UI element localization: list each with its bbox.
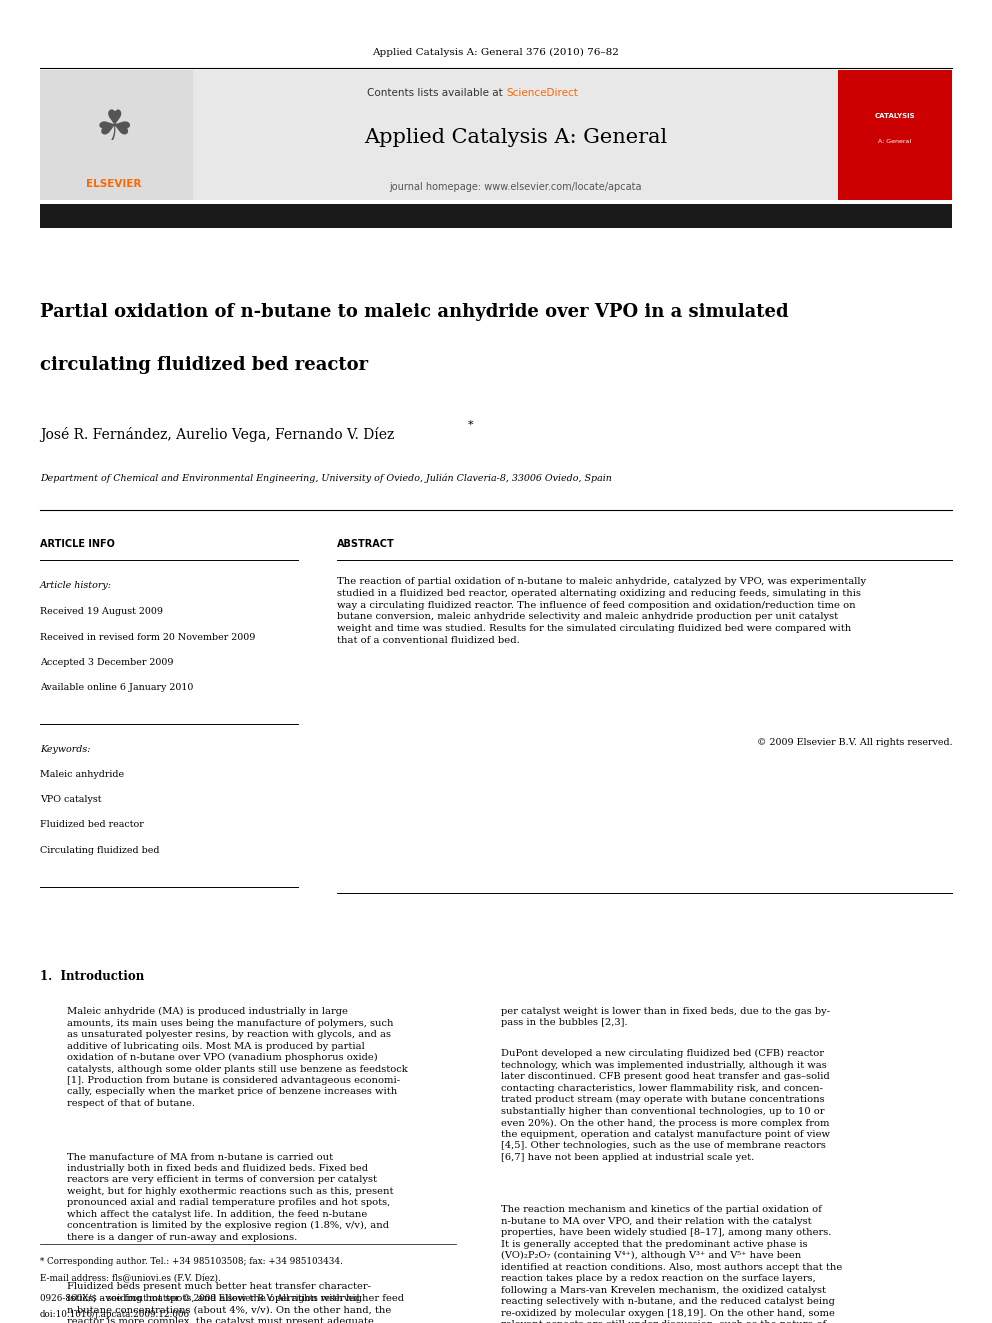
Text: doi:10.1016/j.apcata.2009.12.006: doi:10.1016/j.apcata.2009.12.006 <box>40 1310 189 1319</box>
Bar <box>838 70 952 200</box>
Text: ARTICLE INFO: ARTICLE INFO <box>40 538 114 549</box>
Text: VPO catalyst: VPO catalyst <box>40 795 101 804</box>
Text: Received in revised form 20 November 2009: Received in revised form 20 November 200… <box>40 632 255 642</box>
Text: ELSEVIER: ELSEVIER <box>86 180 142 189</box>
Text: A: General: A: General <box>878 139 912 144</box>
Text: Accepted 3 December 2009: Accepted 3 December 2009 <box>40 658 174 667</box>
Text: © 2009 Elsevier B.V. All rights reserved.: © 2009 Elsevier B.V. All rights reserved… <box>757 738 952 747</box>
Text: José R. Fernández, Aurelio Vega, Fernando V. Díez: José R. Fernández, Aurelio Vega, Fernand… <box>40 427 394 442</box>
Text: CATALYSIS: CATALYSIS <box>875 112 915 119</box>
Text: * Corresponding author. Tel.: +34 985103508; fax: +34 985103434.: * Corresponding author. Tel.: +34 985103… <box>40 1257 342 1266</box>
Text: Circulating fluidized bed: Circulating fluidized bed <box>40 845 159 855</box>
Text: The reaction of partial oxidation of n-butane to maleic anhydride, catalyzed by : The reaction of partial oxidation of n-b… <box>337 577 866 646</box>
Text: circulating fluidized bed reactor: circulating fluidized bed reactor <box>40 356 368 374</box>
Text: per catalyst weight is lower than in fixed beds, due to the gas by-
pass in the : per catalyst weight is lower than in fix… <box>501 1007 830 1028</box>
Text: ABSTRACT: ABSTRACT <box>337 538 395 549</box>
Bar <box>40 70 193 200</box>
Text: E-mail address: fls@uniovi.es (F.V. Díez).: E-mail address: fls@uniovi.es (F.V. Díez… <box>40 1274 220 1283</box>
Text: Received 19 August 2009: Received 19 August 2009 <box>40 607 163 617</box>
Text: *: * <box>468 419 474 430</box>
Text: ☘: ☘ <box>95 107 133 149</box>
Text: Fluidized bed reactor: Fluidized bed reactor <box>40 820 144 830</box>
Bar <box>40 70 952 200</box>
Text: Article history:: Article history: <box>40 581 112 590</box>
Text: journal homepage: www.elsevier.com/locate/apcata: journal homepage: www.elsevier.com/locat… <box>390 183 642 192</box>
Text: Maleic anhydride: Maleic anhydride <box>40 770 124 779</box>
Text: Available online 6 January 2010: Available online 6 January 2010 <box>40 683 193 692</box>
Text: Fluidized beds present much better heat transfer character-
istics, avoiding hot: Fluidized beds present much better heat … <box>67 1282 405 1323</box>
Text: Department of Chemical and Environmental Engineering, University of Oviedo, Juli: Department of Chemical and Environmental… <box>40 474 611 483</box>
Text: The manufacture of MA from n-butane is carried out
industrially both in fixed be: The manufacture of MA from n-butane is c… <box>67 1152 394 1242</box>
Text: Applied Catalysis A: General: Applied Catalysis A: General <box>364 128 668 147</box>
Text: Maleic anhydride (MA) is produced industrially in large
amounts, its main uses b: Maleic anhydride (MA) is produced indust… <box>67 1007 408 1107</box>
Text: Applied Catalysis A: General 376 (2010) 76–82: Applied Catalysis A: General 376 (2010) … <box>373 48 619 57</box>
Text: Keywords:: Keywords: <box>40 745 90 754</box>
Text: The reaction mechanism and kinetics of the partial oxidation of
n-butane to MA o: The reaction mechanism and kinetics of t… <box>501 1205 842 1323</box>
Text: 0926-860X/$ – see front matter © 2009 Elsevier B.V. All rights reserved.: 0926-860X/$ – see front matter © 2009 El… <box>40 1294 362 1303</box>
Text: DuPont developed a new circulating fluidized bed (CFB) reactor
technology, which: DuPont developed a new circulating fluid… <box>501 1049 830 1162</box>
Bar <box>40 204 952 228</box>
Text: 1.  Introduction: 1. Introduction <box>40 970 144 983</box>
Text: ScienceDirect: ScienceDirect <box>506 89 577 98</box>
Text: Partial oxidation of n-butane to maleic anhydride over VPO in a simulated: Partial oxidation of n-butane to maleic … <box>40 303 789 321</box>
Text: Contents lists available at: Contents lists available at <box>367 89 506 98</box>
